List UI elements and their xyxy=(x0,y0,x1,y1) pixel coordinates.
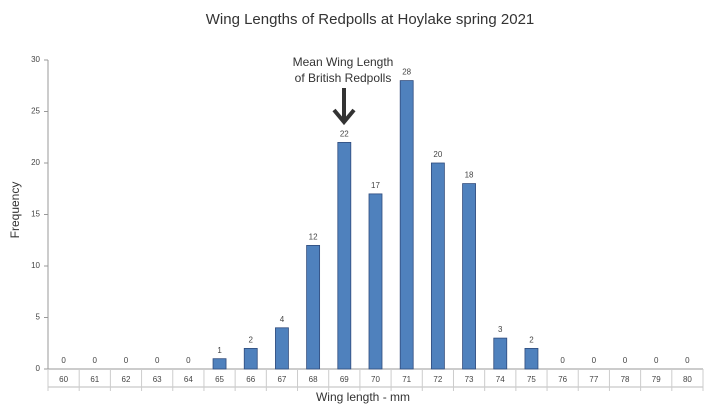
bar xyxy=(275,327,289,370)
data-label: 22 xyxy=(340,130,349,139)
x-tick-label: 68 xyxy=(309,375,318,384)
x-tick-label: 72 xyxy=(433,375,442,384)
x-tick-label: 67 xyxy=(277,375,286,384)
x-tick-label: 70 xyxy=(371,375,380,384)
data-label: 1 xyxy=(217,346,222,355)
bar xyxy=(243,347,258,370)
x-tick-label: 62 xyxy=(122,375,131,384)
x-tick-label: 76 xyxy=(558,375,567,384)
bar xyxy=(337,141,352,370)
x-tick-label: 65 xyxy=(215,375,224,384)
data-label: 0 xyxy=(623,356,628,365)
chart-title: Wing Lengths of Redpolls at Hoylake spri… xyxy=(206,11,535,28)
x-tick-label: 78 xyxy=(621,375,630,384)
data-label: 0 xyxy=(93,356,98,365)
x-tick-label: 63 xyxy=(153,375,162,384)
x-tick-label: 75 xyxy=(527,375,536,384)
y-tick-label: 30 xyxy=(31,55,40,64)
data-label: 2 xyxy=(249,336,254,345)
x-tick-label: 77 xyxy=(589,375,598,384)
bar xyxy=(368,193,383,370)
data-label: 4 xyxy=(280,315,285,324)
bar xyxy=(462,183,476,370)
data-label: 0 xyxy=(61,356,66,365)
bar xyxy=(493,337,508,370)
bar xyxy=(306,244,321,370)
bar xyxy=(524,347,539,370)
annotation: of British Redpolls xyxy=(295,71,392,85)
annotation: Mean Wing Length xyxy=(293,55,394,69)
data-label: 3 xyxy=(498,325,503,334)
y-tick-label: 15 xyxy=(31,210,40,219)
x-tick-label: 64 xyxy=(184,375,193,384)
y-tick-label: 10 xyxy=(31,261,40,270)
x-tick-label: 61 xyxy=(90,375,99,384)
data-label: 12 xyxy=(309,233,318,242)
data-label: 0 xyxy=(186,356,191,365)
x-axis-title: Wing length - mm xyxy=(316,390,410,404)
x-tick-label: 60 xyxy=(59,375,68,384)
x-tick-label: 66 xyxy=(246,375,255,384)
data-label: 0 xyxy=(654,356,659,365)
x-tick-label: 80 xyxy=(683,375,692,384)
bar xyxy=(399,80,414,370)
x-tick-label: 79 xyxy=(652,375,661,384)
data-label: 0 xyxy=(592,356,597,365)
y-tick-label: 0 xyxy=(36,364,41,373)
data-label: 0 xyxy=(560,356,565,365)
bar xyxy=(212,358,227,370)
data-label: 18 xyxy=(465,171,474,180)
annotation-arrowhead xyxy=(332,108,356,126)
data-label: 28 xyxy=(402,68,411,77)
data-label: 0 xyxy=(155,356,160,365)
data-label: 17 xyxy=(371,181,380,190)
x-tick-label: 74 xyxy=(496,375,505,384)
y-axis-title: Frequency xyxy=(8,182,22,239)
data-label: 2 xyxy=(529,336,534,345)
data-label: 0 xyxy=(124,356,129,365)
x-tick-label: 73 xyxy=(465,375,474,384)
y-tick-label: 25 xyxy=(31,107,40,116)
bar xyxy=(430,162,445,370)
y-tick-label: 20 xyxy=(31,158,40,167)
data-label: 20 xyxy=(433,150,442,159)
x-tick-label: 69 xyxy=(340,375,349,384)
y-tick-label: 5 xyxy=(36,313,41,322)
x-tick-label: 71 xyxy=(402,375,411,384)
data-label: 0 xyxy=(685,356,690,365)
